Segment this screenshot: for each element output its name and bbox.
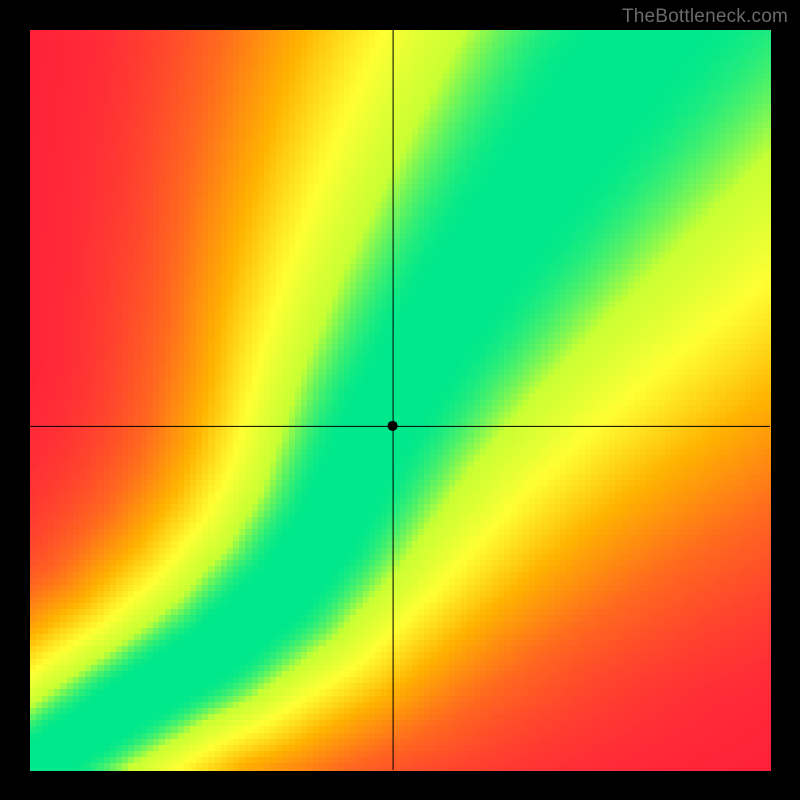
heatmap-canvas — [0, 0, 800, 800]
chart-container: TheBottleneck.com — [0, 0, 800, 800]
watermark-text: TheBottleneck.com — [622, 6, 788, 28]
